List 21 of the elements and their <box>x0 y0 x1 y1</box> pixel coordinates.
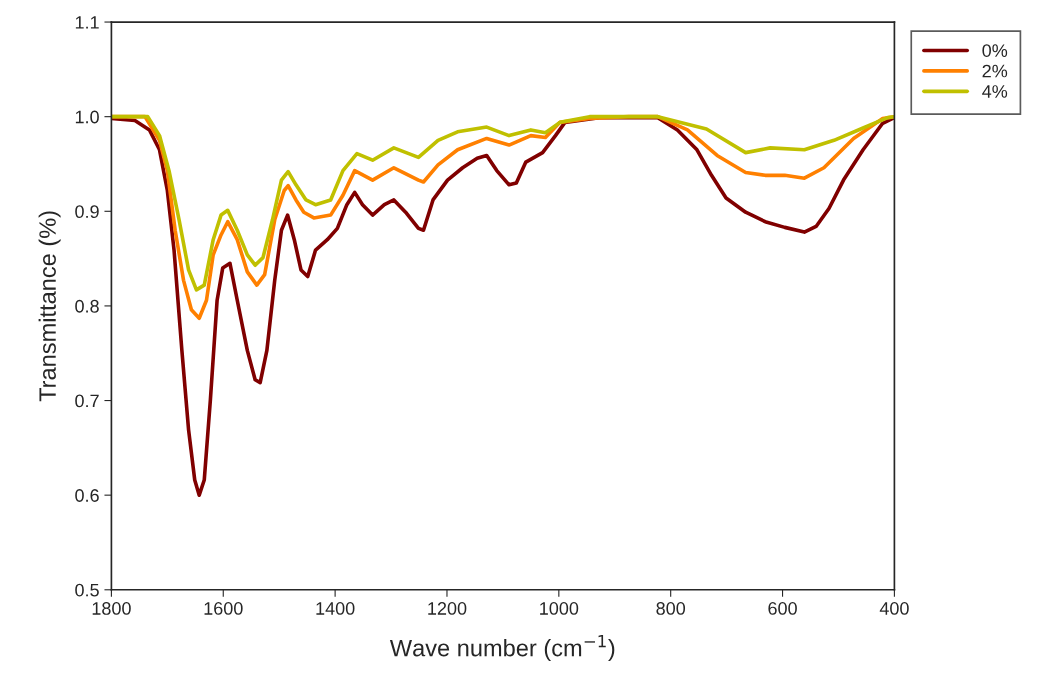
y-tick-label: 0.8 <box>75 299 99 313</box>
x-tick-label: 1000 <box>540 602 579 615</box>
y-tick-label: 0.6 <box>75 489 99 502</box>
y-axis-title: Transmittance (%) <box>38 211 61 402</box>
y-tick-label: 1.0 <box>75 110 99 124</box>
legend-label: 0% <box>982 44 1008 57</box>
y-tick-label: 1.1 <box>75 16 99 29</box>
x-axis-title: Wave number (cm$^{−1}$) <box>389 635 615 662</box>
x-tick-label: 800 <box>656 602 686 615</box>
x-tick-label: 1600 <box>204 602 243 615</box>
legend-label: 4% <box>982 85 1008 98</box>
legend-label: 2% <box>982 64 1008 78</box>
line-series <box>111 115 895 497</box>
y-tick-label: 0.9 <box>75 205 99 219</box>
x-tick-label: 1800 <box>92 602 131 615</box>
x-tick-label: 600 <box>768 602 797 615</box>
x-tick-label: 1400 <box>316 602 355 615</box>
x-tick-label: 400 <box>879 602 909 615</box>
x-tick-label: 1200 <box>428 602 467 615</box>
y-tick-label: 0.7 <box>75 394 99 408</box>
y-tick-label: 0.5 <box>75 583 99 597</box>
